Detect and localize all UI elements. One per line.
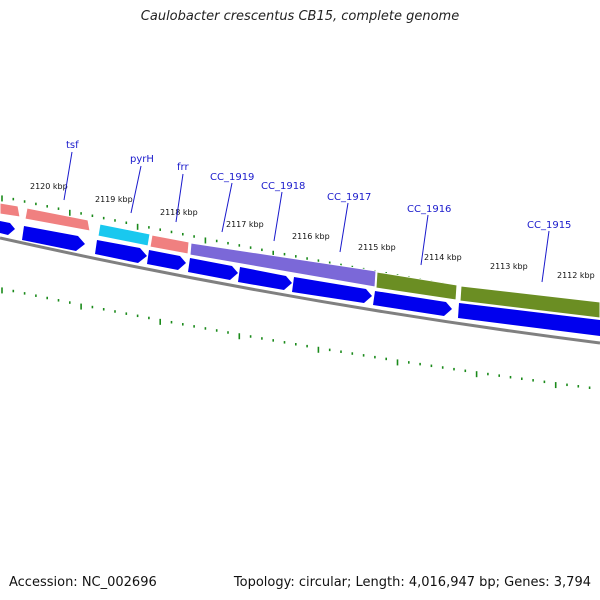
leader-line xyxy=(175,173,184,223)
gene-band-tsf-left[interactable] xyxy=(0,202,21,218)
gene-band-frr[interactable] xyxy=(149,234,190,255)
gene-label-frr[interactable]: frr xyxy=(177,162,189,173)
kbp-label: 2115 kbp xyxy=(358,243,396,252)
cds-arrow[interactable] xyxy=(238,267,292,290)
gene-label-cc1918[interactable]: CC_1918 xyxy=(261,181,305,192)
kbp-label: 2114 kbp xyxy=(424,253,462,262)
cds-arrow[interactable] xyxy=(373,291,452,316)
gene-label-cc1916[interactable]: CC_1916 xyxy=(407,204,451,215)
kbp-label: 2120 kbp xyxy=(30,182,68,191)
kbp-label: 2118 kbp xyxy=(160,208,198,217)
cds-arrow[interactable] xyxy=(458,303,600,336)
kbp-label: 2112 kbp xyxy=(557,271,595,280)
gene-label-cc1919[interactable]: CC_1919 xyxy=(210,172,254,183)
gene-labels: tsf pyrH frr CC_1919 CC_1918 CC_1917 CC_… xyxy=(66,140,571,231)
inner-tick-track xyxy=(1,287,591,389)
gene-feature-track xyxy=(0,202,600,319)
leader-line xyxy=(420,214,429,266)
cds-arrow[interactable] xyxy=(95,240,147,263)
scale-labels: 2120 kbp 2119 kbp 2118 kbp 2117 kbp 2116… xyxy=(30,182,595,280)
leader-line xyxy=(63,151,73,201)
kbp-label: 2113 kbp xyxy=(490,262,528,271)
accession-label: Accession: NC_002696 xyxy=(9,575,157,590)
genome-summary: Topology: circular; Length: 4,016,947 bp… xyxy=(233,575,591,590)
gene-band-cc1915[interactable] xyxy=(459,285,600,319)
gene-label-tsf[interactable]: tsf xyxy=(66,140,79,151)
cds-arrow[interactable] xyxy=(0,221,15,235)
cds-arrow[interactable] xyxy=(147,250,186,270)
gene-label-pyrH[interactable]: pyrH xyxy=(130,154,154,165)
gene-label-cc1917[interactable]: CC_1917 xyxy=(327,192,371,203)
cds-arrow[interactable] xyxy=(22,226,85,251)
cds-arrow[interactable] xyxy=(292,277,372,303)
leader-line xyxy=(339,202,349,253)
kbp-label: 2119 kbp xyxy=(95,195,133,204)
map-title: Caulobacter crescentus CB15, complete ge… xyxy=(140,9,460,24)
leader-line xyxy=(221,182,233,233)
genome-backbone xyxy=(0,236,600,345)
cds-arrow[interactable] xyxy=(188,258,238,280)
gene-band-pyrH[interactable] xyxy=(97,223,151,247)
cds-arrow-track xyxy=(0,221,600,336)
leader-line xyxy=(273,191,283,242)
leader-line xyxy=(130,165,142,214)
gene-label-leaders xyxy=(63,151,550,283)
gene-band-tsf[interactable] xyxy=(24,207,91,232)
gene-label-cc1915[interactable]: CC_1915 xyxy=(527,220,571,231)
leader-line xyxy=(541,230,550,283)
kbp-label: 2116 kbp xyxy=(292,232,330,241)
gene-band-cc1919-1917[interactable] xyxy=(189,242,377,288)
kbp-label: 2117 kbp xyxy=(226,220,264,229)
gene-band-cc1916[interactable] xyxy=(375,271,458,301)
